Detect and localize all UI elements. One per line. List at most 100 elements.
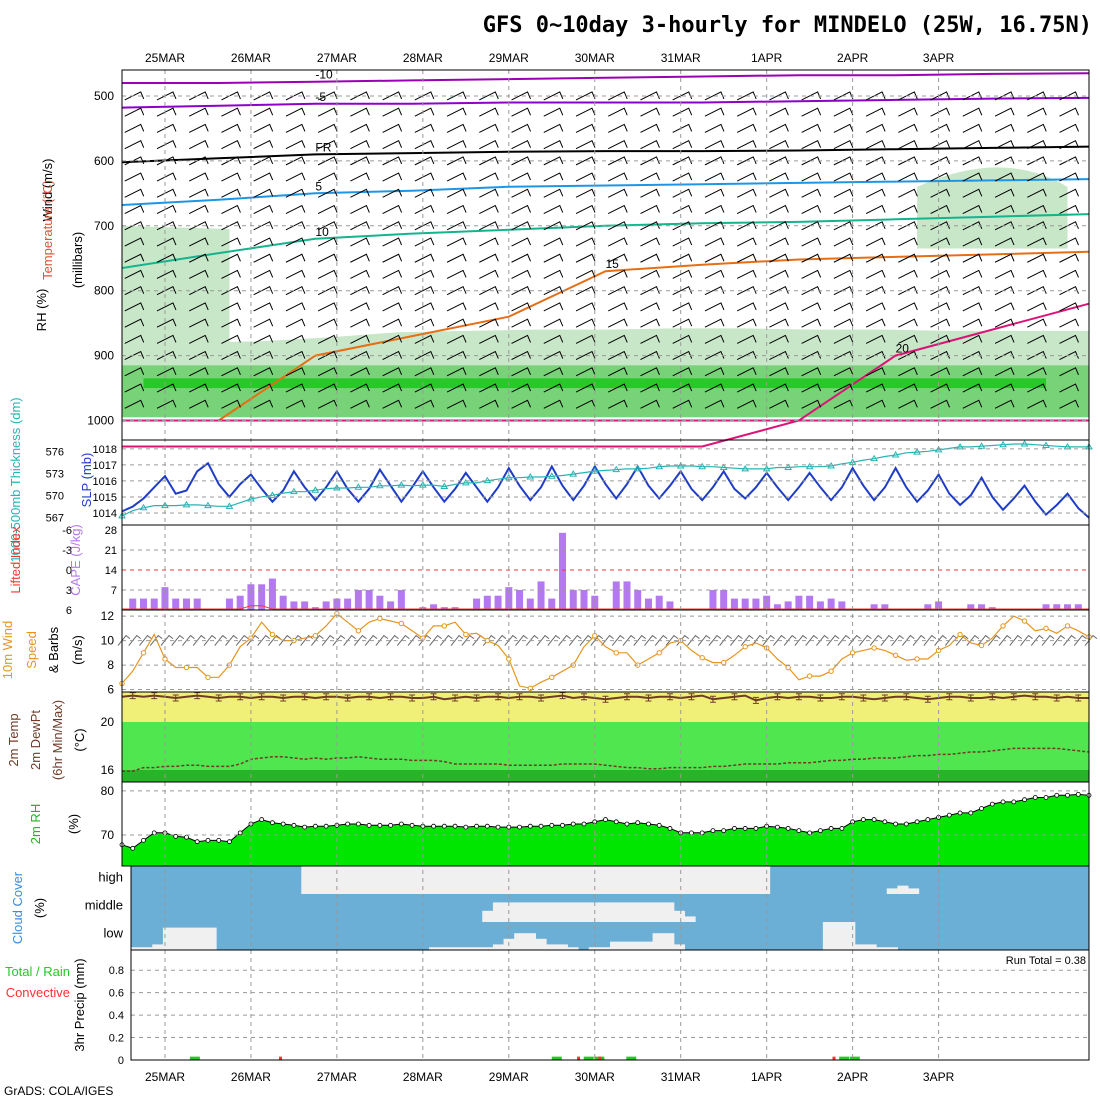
rh-point xyxy=(882,819,888,825)
cloud-cell-middle xyxy=(514,902,526,922)
rh-point xyxy=(216,837,222,843)
wind-barb xyxy=(769,399,789,409)
wind-barb xyxy=(930,367,951,377)
wind-barb xyxy=(815,634,829,646)
wind-barb xyxy=(923,634,937,646)
date-label-top: 27MAR xyxy=(317,51,357,65)
wind-barb xyxy=(640,302,660,312)
wind-barb xyxy=(994,253,1015,263)
wind-barb xyxy=(1059,269,1079,279)
wind-barb xyxy=(124,383,145,393)
wind-barb xyxy=(364,634,378,646)
wind-speed-point xyxy=(742,644,748,650)
wind-barb xyxy=(898,350,918,361)
wind-barb xyxy=(156,286,177,296)
rh-point xyxy=(366,822,372,828)
wind-barb xyxy=(769,91,789,101)
wind-barb xyxy=(1059,237,1079,247)
wind-barb xyxy=(977,634,990,646)
tick-label: 6 xyxy=(107,683,114,697)
wind-barb xyxy=(575,302,596,312)
tick-label: 700 xyxy=(94,219,114,233)
wind-barb xyxy=(962,253,983,263)
wind-barb xyxy=(543,204,564,215)
wind-barb xyxy=(124,367,145,377)
wind-barb xyxy=(704,204,725,215)
rh-point xyxy=(946,812,952,818)
cloud-cell-low xyxy=(514,933,526,950)
wind-barb xyxy=(317,334,338,344)
wind-barb xyxy=(801,221,822,231)
wind-barb xyxy=(1027,139,1047,150)
temp-contour--10 xyxy=(122,72,1090,84)
wind-barb xyxy=(833,383,854,393)
wind-barb xyxy=(608,221,628,231)
wind-barb xyxy=(124,399,145,409)
wind-barb xyxy=(736,269,757,279)
wind-barb xyxy=(414,221,435,231)
wind-barb xyxy=(801,269,822,279)
wind-barb xyxy=(898,172,918,182)
wind-barb xyxy=(285,221,306,231)
rh-point xyxy=(710,828,716,834)
temp-errorbar xyxy=(688,693,695,701)
wind-barb xyxy=(1027,107,1047,117)
wind-barb xyxy=(783,634,797,646)
wind-barb xyxy=(579,634,593,646)
thickness-point xyxy=(784,463,793,470)
cloud-cell-low xyxy=(205,927,217,950)
wind-barb xyxy=(762,634,775,646)
wind-barb xyxy=(672,318,693,328)
wind-barb xyxy=(994,123,1015,133)
wind-barb xyxy=(865,367,886,377)
wind-barb xyxy=(375,634,389,646)
wind-barb xyxy=(704,253,725,263)
wind-barb xyxy=(479,107,499,117)
cloud-cell-high xyxy=(578,866,590,894)
wind-barb xyxy=(704,107,725,117)
cloud-cell-high xyxy=(460,866,473,894)
wind-barb xyxy=(704,123,725,133)
rh-point xyxy=(151,830,157,836)
wind-barb xyxy=(156,367,177,377)
tick-label: 1018 xyxy=(93,444,117,456)
wind-barb xyxy=(833,156,854,166)
wind-barb xyxy=(1059,123,1079,133)
wind-barb xyxy=(801,383,822,393)
wind-barb xyxy=(769,156,789,166)
wind-barb xyxy=(736,204,757,215)
wind-barb xyxy=(253,204,274,215)
cloud-cell-middle xyxy=(610,902,622,922)
wind-barb xyxy=(188,286,209,296)
rh-point xyxy=(1043,795,1049,800)
run-total-label: Run Total = 0.38 xyxy=(1006,955,1086,967)
wind-barb xyxy=(898,204,918,215)
rh-point xyxy=(237,830,243,836)
cape-bar xyxy=(139,598,147,610)
cloud-cell-low xyxy=(854,944,866,950)
temp-errorbar xyxy=(366,693,373,701)
wind-barb xyxy=(543,123,564,133)
wind-barb xyxy=(640,156,660,166)
rh-point xyxy=(270,820,275,826)
temp-contour-label: 5 xyxy=(315,179,322,193)
wind-barb xyxy=(1027,302,1047,312)
temp-errorbar xyxy=(495,693,502,701)
wind-barb xyxy=(257,634,270,646)
wind-barb xyxy=(769,237,789,247)
temp-errorbar xyxy=(1010,693,1017,701)
wind-barb xyxy=(736,350,757,361)
thickness-point xyxy=(1020,440,1029,447)
date-label-bottom: 25MAR xyxy=(145,1070,185,1084)
wind-barb xyxy=(962,91,983,101)
wind-speed-point xyxy=(1064,623,1071,629)
dewpoint-line xyxy=(122,747,1090,772)
tick-label: 1014 xyxy=(93,508,117,520)
wind-barb xyxy=(930,172,951,182)
wind-speed-point xyxy=(1021,618,1028,624)
wind-barb xyxy=(898,221,918,231)
wind-barb xyxy=(446,318,467,328)
wind-barb xyxy=(225,634,238,646)
axis-label: Lifted Index xyxy=(8,526,23,594)
wind-barb xyxy=(801,350,822,361)
